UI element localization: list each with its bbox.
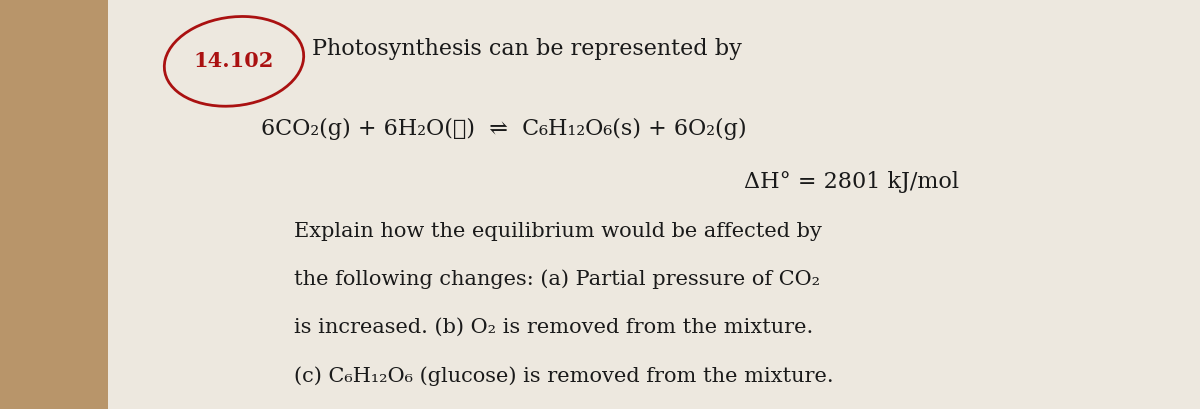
Text: 6CO₂(g) + 6H₂O(ℓ)  ⇌  C₆H₁₂O₆(s) + 6O₂(g): 6CO₂(g) + 6H₂O(ℓ) ⇌ C₆H₁₂O₆(s) + 6O₂(g): [262, 118, 746, 140]
Text: is increased. (b) O₂ is removed from the mixture.: is increased. (b) O₂ is removed from the…: [294, 318, 814, 337]
FancyBboxPatch shape: [108, 0, 1200, 409]
Text: Photosynthesis can be represented by: Photosynthesis can be represented by: [312, 38, 742, 60]
Text: the following changes: (a) Partial pressure of CO₂: the following changes: (a) Partial press…: [294, 270, 820, 289]
Text: 14.102: 14.102: [194, 52, 274, 71]
Text: Explain how the equilibrium would be affected by: Explain how the equilibrium would be aff…: [294, 222, 822, 240]
Text: ΔH° = 2801 kJ/mol: ΔH° = 2801 kJ/mol: [744, 171, 960, 193]
Text: (c) C₆H₁₂O₆ (glucose) is removed from the mixture.: (c) C₆H₁₂O₆ (glucose) is removed from th…: [294, 366, 834, 386]
